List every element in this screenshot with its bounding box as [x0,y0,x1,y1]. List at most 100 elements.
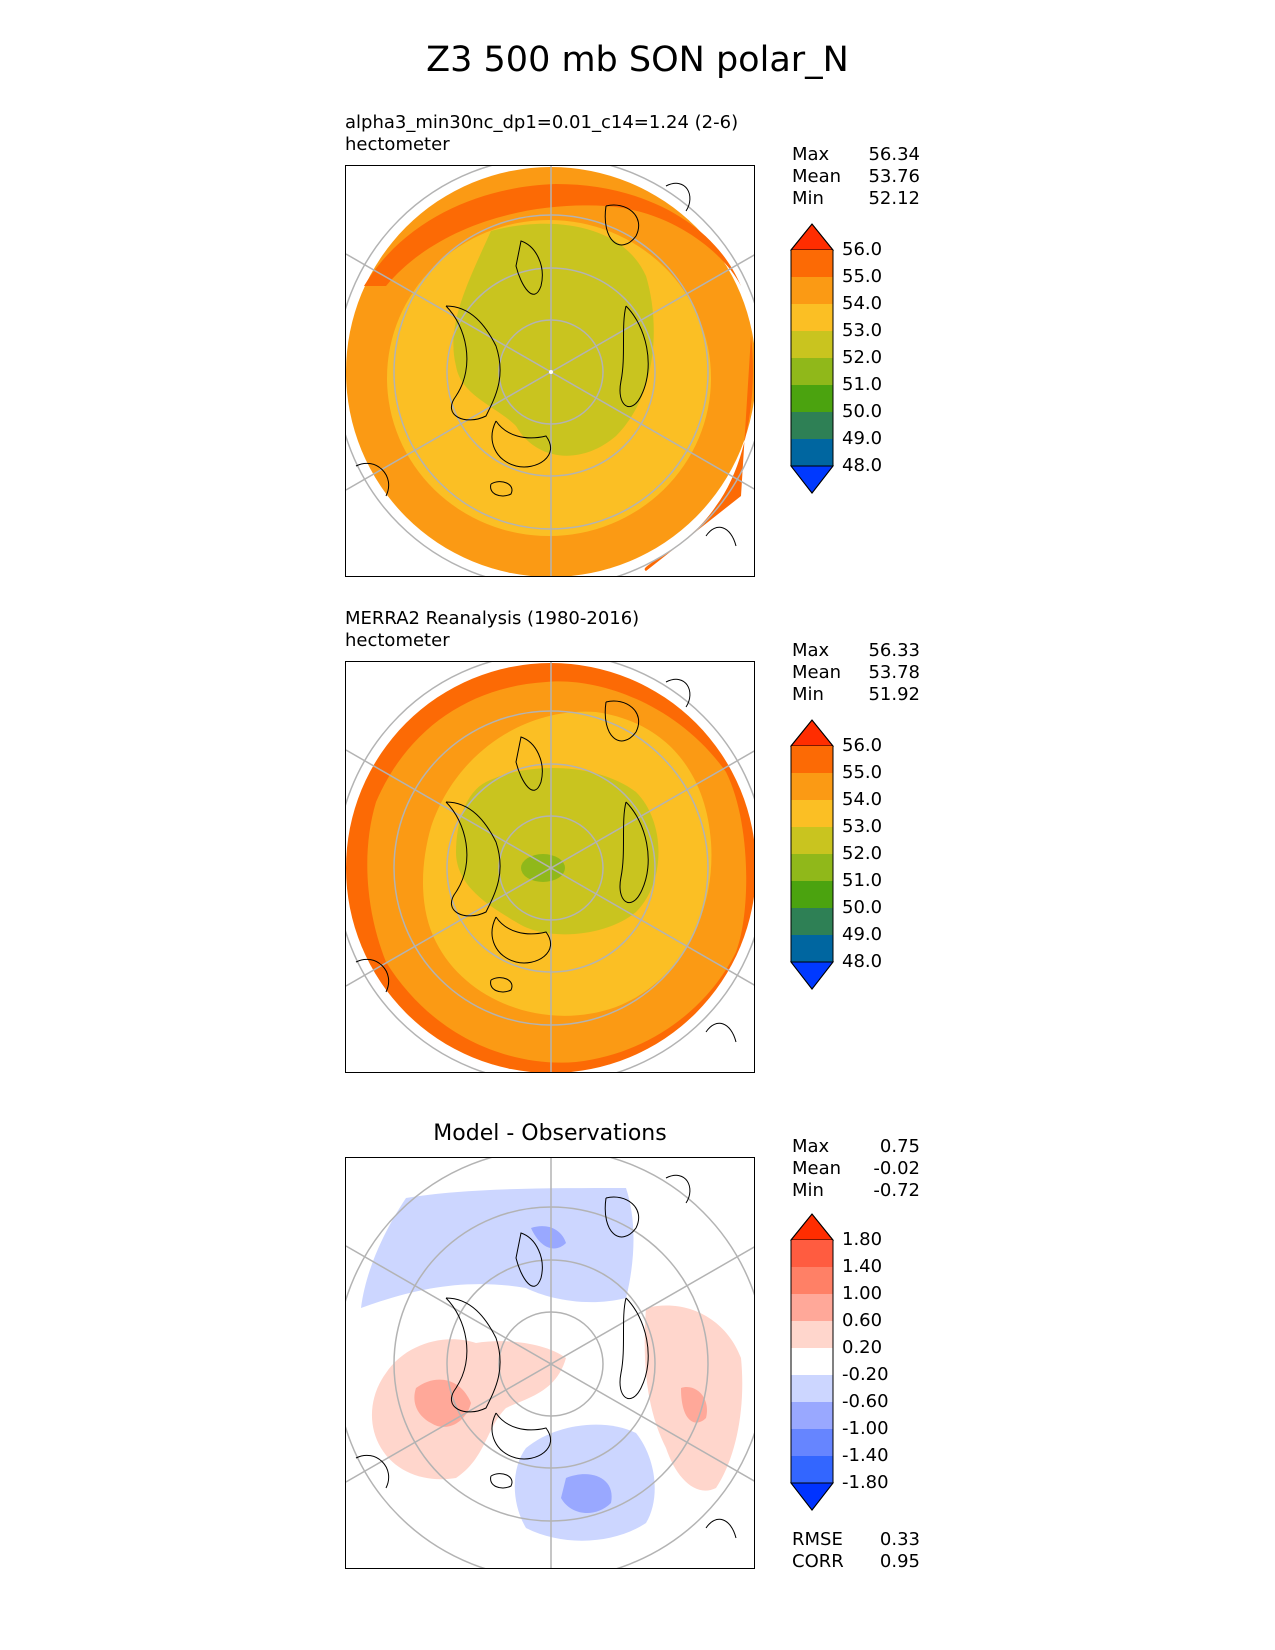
panel2-map [345,661,755,1073]
colorbar-segment [791,935,833,962]
colorbar-extend-max [789,719,835,747]
colorbar-tick-label: 52.0 [842,843,883,864]
panel2-max-label: Max [792,640,830,661]
colorbar-tick-label: -1.80 [842,1472,889,1493]
panel2-colorbar: 56.0 55.0 54.0 53.0 52.0 51.0 50.0 49.0 48.0 [789,719,910,995]
colorbar-segment [791,439,833,466]
colorbar-segment [791,1375,833,1402]
rmse-value: 0.33 [879,1529,920,1550]
colorbar-tick-label: 0.60 [842,1310,883,1331]
colorbar-segment [791,412,833,439]
panel3-title: Model - Observations [433,1121,667,1146]
colorbar-svg [789,223,835,494]
colorbar-tick-label: 54.0 [842,789,883,810]
panel2-map-svg [346,662,754,1072]
colorbar-tick-label: 49.0 [842,924,883,945]
colorbar-extend-min [789,961,835,990]
panel2-mean-value: 53.78 [868,662,920,683]
colorbar-tick-label: 50.0 [842,401,883,422]
colorbar-segment [791,908,833,935]
colorbar-extend-min [789,465,835,494]
corr-value: 0.95 [879,1551,920,1572]
colorbar-segment [791,385,833,412]
colorbar-tick-label: 48.0 [842,455,883,476]
colorbar-svg [789,719,835,990]
coastlines [355,679,737,1043]
colorbar-outline [790,719,834,990]
panel2-stats: Max 56.33 Mean 53.78 Min 51.92 [792,640,920,706]
colorbar-segment [791,304,833,331]
figure-title: Z3 500 mb SON polar_N [426,40,849,80]
colorbar-tick-label: 50.0 [842,897,883,918]
colorbar-segment [791,250,833,277]
panel3-map [345,1157,755,1569]
colorbar-tick-label: 55.0 [842,266,883,287]
panel1-map-svg [346,166,754,576]
colorbar-segment [791,1240,833,1267]
coastlines [355,183,737,547]
colorbar-segment [791,1348,833,1375]
colorbar-outline [790,223,834,494]
colorbar-tick-label: 0.20 [842,1337,883,1358]
colorbar-tick-label: 53.0 [842,816,883,837]
panel2-title: MERRA2 Reanalysis (1980-2016) hectometer [345,608,639,652]
panel1-colorbar: 56.0 55.0 54.0 53.0 52.0 51.0 50.0 49.0 48.0 [789,223,910,499]
panel3-min-label: Min [792,1180,824,1201]
panel2-min-value: 51.92 [868,684,920,705]
panel3-max-value: 0.75 [879,1136,920,1157]
panel1-min-label: Min [792,188,824,209]
map-gridlines [346,1158,754,1568]
panel1-mean-value: 53.76 [868,166,920,187]
panel3-mean-value: -0.02 [873,1158,920,1179]
colorbar-svg [789,1213,835,1511]
panel3-min-value: -0.72 [873,1180,920,1201]
colorbar-segment [791,800,833,827]
colorbar-segment [791,773,833,800]
map-gridlines [346,662,754,1072]
panel1-max-value: 56.34 [868,144,920,165]
colorbar-tick-label: 48.0 [842,951,883,972]
panel2-title-line1: MERRA2 Reanalysis (1980-2016) [345,608,640,629]
colorbar-outline [790,1213,834,1511]
colorbar-tick-label: 49.0 [842,428,883,449]
colorbar-segment [791,277,833,304]
colorbar-segment [791,1294,833,1321]
colorbar-extend-max [789,1213,835,1241]
panel3-skill-scores: RMSE 0.33 CORR 0.95 [792,1529,920,1573]
colorbar-extend-min [789,1482,835,1511]
colorbar-segment [791,827,833,854]
diff-band-pos-weak-left [371,1339,566,1480]
panel1-max-label: Max [792,144,830,165]
colorbar-tick-label: 1.00 [842,1283,883,1304]
panel3-map-svg [346,1158,754,1568]
panel3-max-label: Max [792,1136,830,1157]
panel1-title: alpha3_min30nc_dp1=0.01_c14=1.24 (2-6) h… [345,112,738,156]
contour-band-55b [364,184,741,286]
colorbar-segment [791,854,833,881]
colorbar-tick-label: 55.0 [842,762,883,783]
colorbar-segment [791,1321,833,1348]
colorbar-tick-label: 51.0 [842,374,883,395]
diff-band-neg-weak-top [361,1188,634,1308]
diff-band-neg-top-core [531,1226,566,1249]
colorbar-tick-label: 56.0 [842,239,883,260]
colorbar-tick-label: 53.0 [842,320,883,341]
panel3-mean-label: Mean [792,1158,842,1179]
diff-band-neg-bottom-core [561,1474,612,1514]
colorbar-segment [791,1456,833,1483]
panel1-min-value: 52.12 [868,188,920,209]
colorbar-segment [791,331,833,358]
panel1-stats: Max 56.34 Mean 53.76 Min 52.12 [792,144,920,210]
colorbar-segment [791,1402,833,1429]
colorbar-tick-label: -1.40 [842,1445,889,1466]
pole-marker [549,370,553,374]
colorbar-tick-label: 1.40 [842,1256,883,1277]
colorbar-tick-label: 52.0 [842,347,883,368]
panel1-map [345,165,755,577]
colorbar-segment [791,746,833,773]
colorbar-tick-label: 1.80 [842,1229,883,1250]
panel3-colorbar: 1.80 1.40 1.00 0.60 0.20 -0.20 -0.60 -1.00 -1.40… [789,1213,910,1516]
diff-band-pos-left-core [414,1379,471,1427]
panel2-min-label: Min [792,684,824,705]
panel3-stats: Max 0.75 Mean -0.02 Min -0.72 [792,1136,920,1202]
